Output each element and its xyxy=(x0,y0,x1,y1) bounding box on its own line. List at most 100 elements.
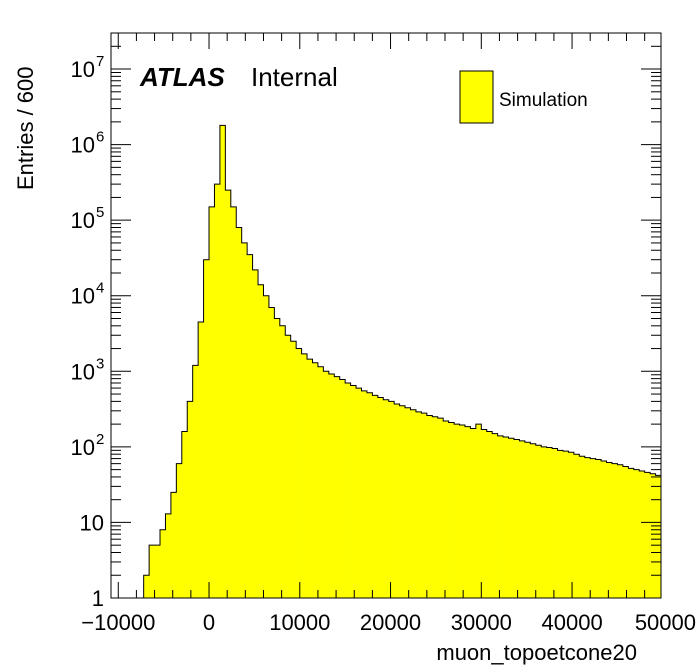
legend-swatch xyxy=(459,70,494,124)
histogram-bin xyxy=(214,184,221,598)
histogram-bin xyxy=(317,366,324,598)
histogram-bin xyxy=(530,443,537,598)
histogram-bin xyxy=(377,397,384,598)
y-tick-label: 10 xyxy=(80,510,104,535)
histogram-bin xyxy=(557,450,564,598)
histogram-bin xyxy=(606,462,613,598)
histogram-bin xyxy=(432,416,439,598)
histogram-bin xyxy=(503,437,509,598)
y-tick-label: 10 xyxy=(71,57,95,82)
histogram-bin xyxy=(568,452,575,598)
atlas-experiment-label: ATLAS xyxy=(139,62,225,92)
histogram-bin xyxy=(176,463,183,598)
histogram-bin xyxy=(268,307,275,598)
histogram-bin xyxy=(573,454,580,598)
histogram-bin xyxy=(486,431,493,598)
histogram-bin xyxy=(535,445,542,598)
histogram-bin xyxy=(219,125,226,598)
histogram-bin xyxy=(639,470,645,598)
histogram-bin xyxy=(524,442,531,598)
atlas-status-label: Internal xyxy=(251,62,338,92)
histogram-bin xyxy=(405,407,411,598)
histogram-bin xyxy=(481,429,488,598)
x-tick-label: 30000 xyxy=(451,610,512,635)
x-tick-label: 0 xyxy=(203,610,215,635)
histogram-bin xyxy=(454,424,460,598)
histogram-outline xyxy=(111,124,661,599)
histogram-bin xyxy=(258,284,264,598)
y-tick-label: 10 xyxy=(71,359,95,384)
histogram-bin xyxy=(415,411,422,598)
histogram-bin xyxy=(296,348,302,598)
histogram-bin xyxy=(230,206,237,598)
histogram-bin xyxy=(394,403,400,598)
histogram-bin xyxy=(149,545,155,598)
histogram-bin xyxy=(279,325,286,598)
y-tick-label: 10 xyxy=(71,284,95,309)
y-tick-exponent: 5 xyxy=(96,204,104,221)
histogram-bin xyxy=(165,513,172,598)
histogram-bin xyxy=(285,335,292,598)
histogram-bin xyxy=(323,371,330,598)
x-tick-label: 40000 xyxy=(542,610,603,635)
histogram-bin xyxy=(579,456,586,598)
histogram-bin xyxy=(170,492,177,598)
histogram-bin xyxy=(650,473,656,598)
histogram-bin xyxy=(263,295,270,598)
histogram-bin xyxy=(492,433,498,598)
histogram-bin xyxy=(601,461,607,598)
histogram-bin xyxy=(209,206,215,598)
histogram-bin xyxy=(241,242,248,598)
histogram-bin xyxy=(590,458,596,598)
plot-frame xyxy=(110,32,662,599)
histogram-bin xyxy=(328,374,335,598)
histogram-bin xyxy=(459,424,466,598)
x-axis-title: muon_topoetcone20 xyxy=(436,640,637,665)
y-tick-label: 10 xyxy=(71,133,95,158)
histogram-bin xyxy=(513,439,520,598)
histogram-bin xyxy=(443,421,449,598)
y-tick-exponent: 7 xyxy=(96,53,104,70)
histogram-bin xyxy=(622,466,629,598)
histogram-bin xyxy=(274,318,281,598)
histogram-bin xyxy=(421,413,428,598)
histogram-bin xyxy=(519,440,526,598)
y-tick-label: 1 xyxy=(92,586,104,611)
histogram-bin xyxy=(497,435,504,598)
histogram-bin xyxy=(198,321,204,598)
histogram-bin xyxy=(584,457,591,598)
x-tick-label: 20000 xyxy=(360,610,421,635)
histogram-bin xyxy=(247,254,253,598)
histogram-bin xyxy=(307,359,313,598)
histogram-bin xyxy=(470,428,477,598)
legend: Simulation xyxy=(459,70,588,124)
histogram-bin xyxy=(611,463,618,598)
histogram-bin xyxy=(334,376,341,598)
histogram-bin xyxy=(160,529,166,598)
histogram-bin xyxy=(203,259,210,598)
histogram-bin xyxy=(252,269,259,598)
histogram-bin xyxy=(541,446,547,598)
histogram-bin xyxy=(356,388,362,598)
atlas-label: ATLAS Internal xyxy=(139,62,338,92)
histogram-bin xyxy=(366,392,373,598)
histogram-bin xyxy=(399,405,406,598)
x-tick-label: −10000 xyxy=(81,610,155,635)
histogram-bin xyxy=(628,468,635,598)
histogram-bin xyxy=(644,472,651,598)
x-tick-label: 10000 xyxy=(269,610,330,635)
y-tick-exponent: 6 xyxy=(96,129,104,146)
histogram-bin xyxy=(143,575,150,598)
histogram-bin xyxy=(301,353,308,598)
histogram-bin xyxy=(617,464,624,598)
histogram-bin xyxy=(546,447,553,598)
histogram-bin xyxy=(181,431,188,598)
histogram-bin xyxy=(187,401,193,598)
histogram-bin xyxy=(426,415,433,598)
histogram-bin xyxy=(290,341,297,598)
histogram-bin xyxy=(552,448,558,598)
y-axis-title: Entries / 600 xyxy=(13,66,38,190)
histogram-bin xyxy=(388,401,395,598)
histogram-bin xyxy=(475,424,482,598)
